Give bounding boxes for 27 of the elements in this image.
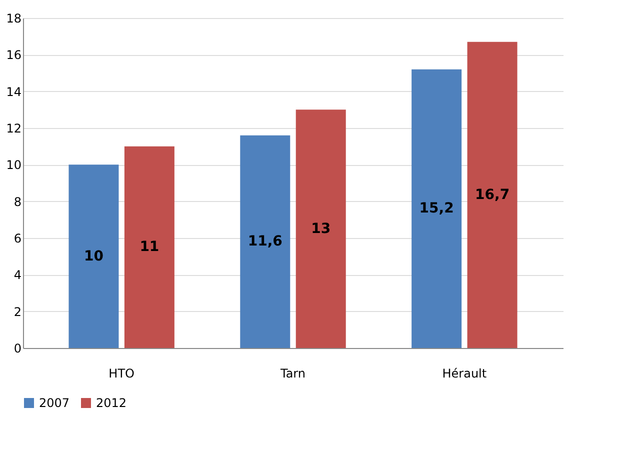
legend-label: 2012 bbox=[96, 396, 127, 410]
x-tick-label: HTO bbox=[108, 366, 134, 380]
bar bbox=[68, 164, 119, 348]
y-tick-label: 18 bbox=[6, 12, 22, 26]
y-tick-label: 14 bbox=[6, 84, 22, 99]
bar bbox=[467, 42, 518, 348]
y-tick-label: 10 bbox=[6, 158, 22, 172]
bar bbox=[124, 146, 174, 348]
y-tick-label: 4 bbox=[14, 268, 22, 282]
data-label: 11,6 bbox=[248, 234, 282, 250]
data-label: 15,2 bbox=[419, 200, 454, 217]
y-tick-label: 8 bbox=[14, 194, 22, 209]
y-tick-label: 12 bbox=[6, 122, 22, 136]
bar bbox=[240, 135, 290, 348]
data-label: 11 bbox=[140, 239, 160, 256]
y-tick-label: 16 bbox=[6, 48, 22, 62]
legend-label: 2007 bbox=[39, 396, 70, 410]
x-tick-label: Hérault bbox=[442, 366, 487, 380]
bar bbox=[296, 110, 346, 348]
y-tick-label: 2 bbox=[14, 304, 22, 319]
data-label: 13 bbox=[311, 220, 331, 237]
data-label: 10 bbox=[84, 248, 104, 264]
x-tick-label: Tarn bbox=[279, 366, 306, 380]
bar bbox=[412, 69, 462, 348]
y-tick-label: 6 bbox=[14, 232, 22, 246]
data-label: 16,7 bbox=[475, 186, 510, 203]
y-tick-label: 0 bbox=[14, 342, 22, 356]
